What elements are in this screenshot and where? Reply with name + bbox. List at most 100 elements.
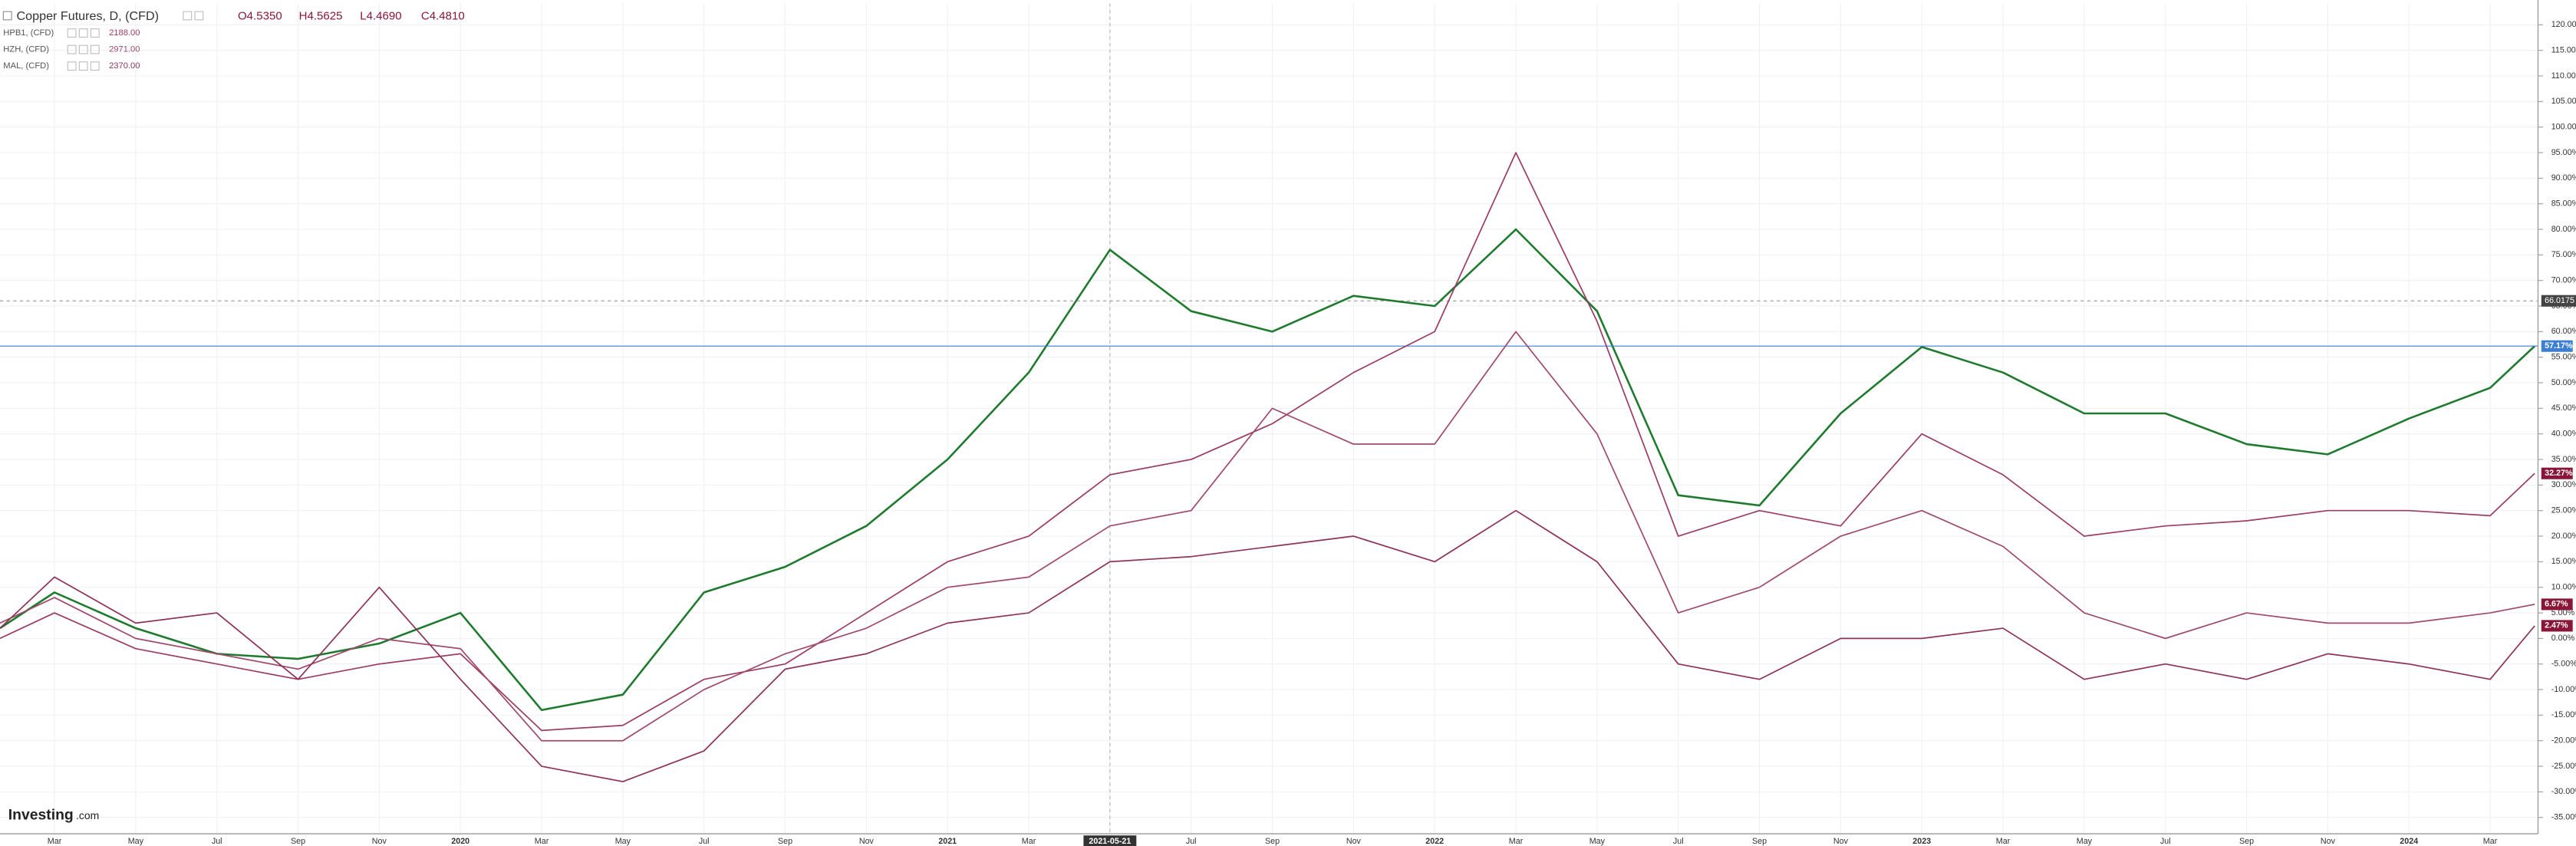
reference-label-bg [2541,295,2576,307]
y-tick-label: 115.00% [2551,45,2576,54]
x-tick-label: May [615,837,631,846]
x-tick-label: Nov [859,837,875,846]
legend-icon[interactable] [78,28,88,38]
x-tick-label: May [128,837,144,846]
legend-label: MAL, (CFD) [3,61,49,71]
y-tick-label: 0.00% [2551,634,2575,643]
y-tick-label: 60.00% [2551,327,2576,336]
y-tick-label: 35.00% [2551,455,2576,464]
y-tick-label: 25.00% [2551,506,2576,515]
y-tick-label: 10.00% [2551,583,2576,592]
y-tick-label: -10.00% [2551,685,2576,694]
x-tick-label: Mar [1509,837,1524,846]
x-tick-label: May [1589,837,1606,846]
y-tick-label: 120.00% [2551,20,2576,29]
end-label: 57.17% [2545,341,2573,351]
y-tick-label: -5.00% [2551,660,2576,669]
legend-icon[interactable] [90,44,100,54]
x-tick-label: Mar [48,837,62,846]
end-label-bg [2541,598,2573,611]
y-tick-label: 85.00% [2551,199,2576,209]
legend-icon[interactable] [78,61,88,71]
end-label-bg [2541,467,2573,479]
grid [0,3,2538,834]
axis-labels: 120.00% 115.00% 110.00% 105.00% 100.00% 95.00… [48,20,2576,846]
x-tick-label: Sep [1752,837,1767,846]
x-tick-label: 2024 [2400,837,2418,846]
y-tick-label: -30.00% [2551,787,2576,796]
x-tick-label: 2021 [938,837,957,846]
legend-icon[interactable] [67,44,77,54]
y-tick-label: -20.00% [2551,736,2576,746]
series-line [0,509,2535,782]
brand: Investing [8,806,74,823]
settings-icon[interactable] [183,11,193,21]
legend-icon[interactable] [90,61,100,71]
x-tick-label: May [2077,837,2093,846]
y-tick-label: 5.00% [2551,608,2575,617]
y-tick-label: 70.00% [2551,276,2576,285]
x-tick-label: Jul [1186,837,1197,846]
x-tick-label: 2020 [451,837,469,846]
y-tick-label: -15.00% [2551,710,2576,719]
legend-icon[interactable] [67,28,77,38]
ohlc-value: C4.4810 [421,10,465,23]
x-tick-label: Jul [1673,837,1684,846]
x-tick-label: Jul [699,837,710,846]
y-tick-label: 50.00% [2551,378,2576,387]
x-tick-label: Nov [1346,837,1362,846]
chart-title: Copper Futures, D, (CFD) [17,9,159,23]
x-tick-label: 2023 [1912,837,1931,846]
x-tick-label: Sep [778,837,792,846]
ohlc-value: L4.4690 [360,10,401,23]
x-tick-label: Mar [1996,837,2011,846]
x-tick-label: Nov [1833,837,1849,846]
end-label: 2.47% [2545,621,2568,630]
y-tick-label: 15.00% [2551,557,2576,566]
legend-icon[interactable] [78,44,88,54]
x-tick-label: Mar [2483,837,2498,846]
end-label: 6.67% [2545,600,2568,609]
legend-icon[interactable] [90,28,100,38]
y-tick-label: 100.00% [2551,123,2576,132]
legend-value: 2971.00 [109,45,140,54]
end-label-bg [2541,620,2573,632]
y-tick-label: 20.00% [2551,532,2576,541]
y-tick-label: 55.00% [2551,353,2576,362]
y-tick-label: 45.00% [2551,403,2576,413]
y-tick-label: 30.00% [2551,480,2576,489]
end-label: 32.27% [2545,469,2573,478]
series-line [0,152,2535,732]
y-tick-label: 80.00% [2551,225,2576,234]
x-tick-label: Sep [291,837,305,846]
x-tick-label: Jul [212,837,222,846]
x-tick-label: Sep [2239,837,2254,846]
legend: HPB1, (CFD) 2188.00 HZH, (CFD) 2971.00 MAL, … [3,28,140,71]
y-tick-label: 95.00% [2551,148,2576,157]
y-tick-label: -35.00% [2551,813,2576,822]
legend-label: HPB1, (CFD) [3,28,54,38]
series-line [0,331,2535,742]
y-tick-label: 110.00% [2551,71,2576,81]
legend-icon[interactable] [67,61,77,71]
end-label-bg [2541,340,2573,352]
settings-icon[interactable] [194,11,204,21]
ohlc-value: H4.5625 [299,10,343,23]
x-tick-label: Nov [2321,837,2336,846]
legend-label: HZH, (CFD) [3,45,49,54]
y-tick-label: 40.00% [2551,430,2576,439]
x-tick-label: Nov [372,837,387,846]
y-tick-label: 90.00% [2551,173,2576,183]
y-tick-label: 75.00% [2551,250,2576,259]
series-line [0,228,2536,712]
ohlc-value: O4.5350 [238,10,282,23]
plot-area [0,3,2538,834]
x-tick-label: Mar [1022,837,1036,846]
legend-value: 2370.00 [109,61,140,71]
y-tick-label: -25.00% [2551,762,2576,771]
brand-suffix: .com [76,809,99,821]
crosshair-label-bg [1083,835,1137,846]
collapse-icon[interactable] [2,11,12,21]
